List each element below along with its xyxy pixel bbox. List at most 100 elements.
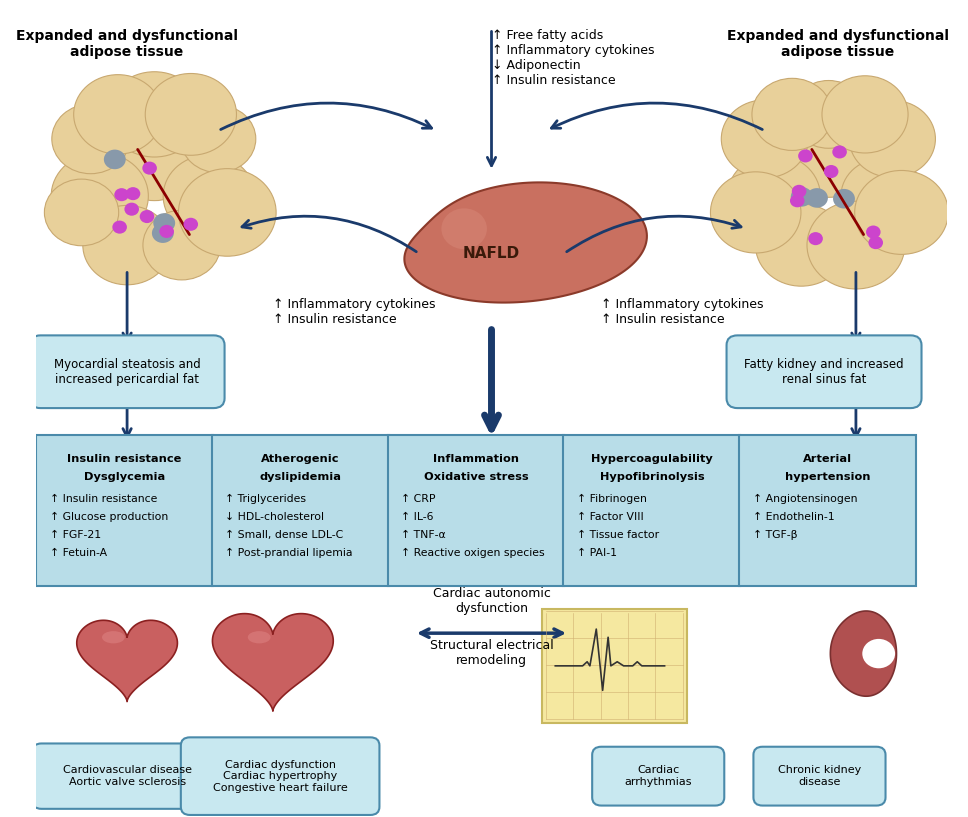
Circle shape — [164, 155, 255, 237]
Text: ↑ Post-prandial lipemia: ↑ Post-prandial lipemia — [226, 548, 353, 558]
Text: Chronic kidney
disease: Chronic kidney disease — [778, 766, 862, 787]
Circle shape — [808, 232, 823, 245]
Text: Expanded and dysfunctional
adipose tissue: Expanded and dysfunctional adipose tissu… — [16, 29, 238, 59]
Text: ↑ FGF-21: ↑ FGF-21 — [49, 529, 101, 540]
Circle shape — [833, 189, 855, 208]
Circle shape — [114, 188, 129, 201]
Circle shape — [832, 145, 847, 158]
FancyBboxPatch shape — [740, 435, 916, 587]
FancyBboxPatch shape — [542, 609, 687, 723]
Circle shape — [792, 185, 806, 198]
Circle shape — [855, 171, 949, 254]
Circle shape — [74, 74, 163, 154]
Text: ↑ Fetuin-A: ↑ Fetuin-A — [49, 548, 106, 558]
Text: ↑ CRP: ↑ CRP — [402, 493, 436, 504]
Circle shape — [184, 218, 198, 231]
Circle shape — [104, 150, 126, 169]
FancyBboxPatch shape — [32, 743, 222, 809]
FancyBboxPatch shape — [753, 747, 886, 806]
Text: ↑ TNF-α: ↑ TNF-α — [402, 529, 446, 540]
Text: Hypercoagulability: Hypercoagulability — [591, 454, 712, 464]
Circle shape — [45, 179, 119, 246]
Circle shape — [841, 158, 925, 234]
Circle shape — [113, 126, 196, 201]
Circle shape — [52, 104, 130, 174]
Circle shape — [441, 208, 487, 249]
Text: ↓ HDL-cholesterol: ↓ HDL-cholesterol — [226, 511, 324, 522]
FancyBboxPatch shape — [387, 435, 564, 587]
Polygon shape — [831, 611, 896, 696]
Circle shape — [51, 153, 148, 239]
Circle shape — [849, 100, 935, 177]
Text: Fatty kidney and increased
renal sinus fat: Fatty kidney and increased renal sinus f… — [744, 358, 904, 386]
Circle shape — [862, 639, 895, 668]
Circle shape — [866, 225, 881, 239]
Text: ↑ Small, dense LDL-C: ↑ Small, dense LDL-C — [226, 529, 344, 540]
Text: Oxidative stress: Oxidative stress — [424, 472, 529, 482]
Text: Arterial: Arterial — [803, 454, 852, 464]
Circle shape — [727, 154, 821, 238]
Circle shape — [824, 165, 838, 178]
Circle shape — [711, 172, 801, 253]
Circle shape — [790, 194, 804, 208]
Circle shape — [142, 162, 157, 175]
Text: ↑ Inflammatory cytokines
↑ Insulin resistance: ↑ Inflammatory cytokines ↑ Insulin resis… — [601, 298, 764, 326]
FancyBboxPatch shape — [727, 335, 922, 408]
Text: Inflammation: Inflammation — [433, 454, 519, 464]
Text: ↑ Triglycerides: ↑ Triglycerides — [226, 493, 307, 504]
Text: dyslipidemia: dyslipidemia — [259, 472, 341, 482]
Text: Insulin resistance: Insulin resistance — [67, 454, 182, 464]
Text: Cardiac autonomic
dysfunction: Cardiac autonomic dysfunction — [433, 587, 551, 614]
FancyBboxPatch shape — [212, 435, 388, 587]
Polygon shape — [405, 182, 647, 302]
Circle shape — [125, 203, 139, 216]
Text: ↑ Angiotensinogen: ↑ Angiotensinogen — [753, 493, 858, 504]
Text: Cardiac
arrhythmias: Cardiac arrhythmias — [624, 766, 692, 787]
Text: Dysglycemia: Dysglycemia — [83, 472, 165, 482]
Text: ↑ Fibrinogen: ↑ Fibrinogen — [577, 493, 647, 504]
Circle shape — [799, 150, 813, 163]
FancyBboxPatch shape — [30, 335, 225, 408]
Circle shape — [807, 201, 905, 289]
Circle shape — [181, 105, 256, 172]
Text: ↑ Tissue factor: ↑ Tissue factor — [577, 529, 659, 540]
Text: Cardiovascular disease
Aortic valve sclerosis: Cardiovascular disease Aortic valve scle… — [63, 766, 192, 787]
Circle shape — [791, 187, 812, 207]
Circle shape — [160, 225, 174, 238]
Text: Cardiac dysfunction
Cardiac hypertrophy
Congestive heart failure: Cardiac dysfunction Cardiac hypertrophy … — [213, 760, 348, 792]
Text: ↑ Endothelin-1: ↑ Endothelin-1 — [753, 511, 834, 522]
Circle shape — [126, 187, 140, 200]
Text: ↑ Reactive oxigen species: ↑ Reactive oxigen species — [402, 548, 545, 558]
Text: ↑ Insulin resistance: ↑ Insulin resistance — [49, 493, 157, 504]
Text: Atherogenic: Atherogenic — [261, 454, 340, 464]
FancyBboxPatch shape — [181, 737, 379, 815]
Circle shape — [112, 221, 127, 234]
FancyBboxPatch shape — [36, 435, 213, 587]
FancyBboxPatch shape — [592, 747, 724, 806]
Text: Expanded and dysfunctional
adipose tissue: Expanded and dysfunctional adipose tissu… — [727, 29, 949, 59]
Text: ↑ Glucose production: ↑ Glucose production — [49, 511, 167, 522]
Text: ↑ TGF-β: ↑ TGF-β — [753, 529, 798, 540]
Circle shape — [153, 213, 175, 233]
Text: ↑ Factor VIII: ↑ Factor VIII — [577, 511, 644, 522]
Text: Myocardial steatosis and
increased pericardial fat: Myocardial steatosis and increased peric… — [53, 358, 200, 386]
Ellipse shape — [102, 631, 125, 644]
Circle shape — [145, 74, 236, 155]
Circle shape — [806, 188, 828, 208]
Circle shape — [106, 72, 202, 157]
Text: NAFLD: NAFLD — [463, 246, 520, 261]
Text: ↑ Inflammatory cytokines
↑ Insulin resistance: ↑ Inflammatory cytokines ↑ Insulin resis… — [273, 298, 436, 326]
Circle shape — [755, 204, 847, 286]
Text: Hypofibrinolysis: Hypofibrinolysis — [599, 472, 704, 482]
Circle shape — [721, 100, 808, 178]
Circle shape — [791, 81, 866, 148]
Text: Structural electrical
remodeling: Structural electrical remodeling — [430, 639, 554, 667]
Circle shape — [178, 168, 276, 257]
Circle shape — [139, 210, 154, 223]
Polygon shape — [76, 620, 177, 701]
Circle shape — [868, 236, 883, 249]
Circle shape — [822, 76, 908, 153]
Circle shape — [752, 78, 832, 150]
FancyBboxPatch shape — [563, 435, 741, 587]
Circle shape — [152, 223, 174, 243]
